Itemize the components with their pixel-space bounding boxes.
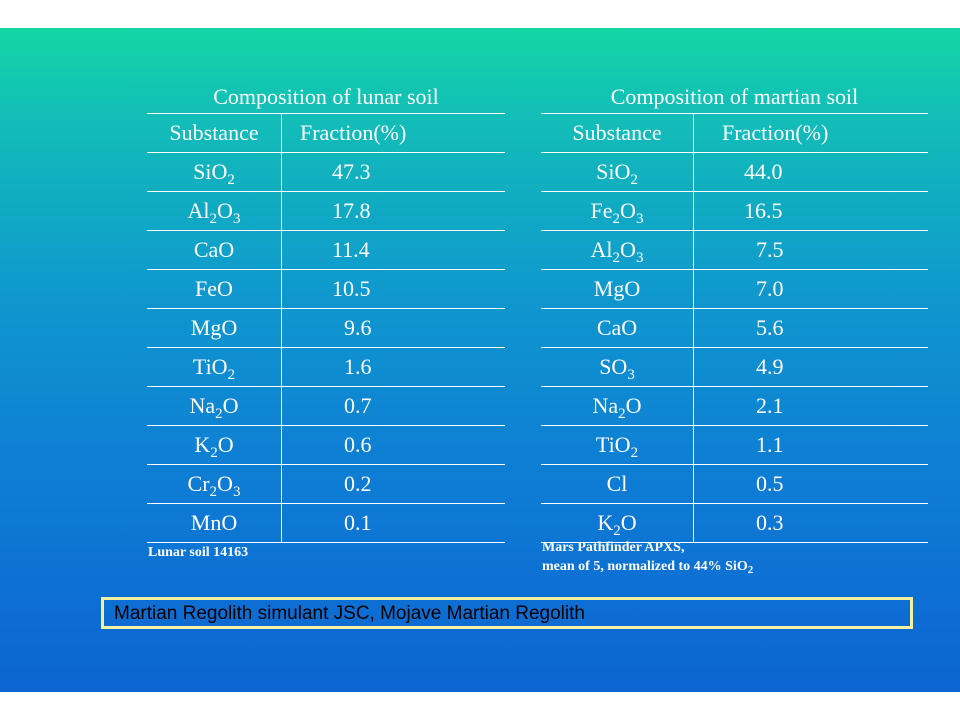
fraction-cell: 17.8	[281, 191, 505, 231]
fraction-cell: 0.6	[281, 425, 505, 465]
martian-table-body: SiO2 44.0 Fe2O3 16.5 Al2O3 7.5 MgO 7.0 CaO 5.6 SO3…	[541, 152, 928, 543]
martian-table-caption: Composition of martian soil	[541, 74, 928, 114]
lunar-table-caption: Composition of lunar soil	[147, 74, 505, 114]
lunar-table-body: SiO2 47.3 Al2O3 17.8 CaO 11.4 FeO 10.5 MgO 9.6 TiO…	[147, 152, 505, 543]
fraction-cell: 0.7	[281, 386, 505, 426]
substance-cell: Cl	[541, 464, 694, 504]
martian-table-row: SO3 4.9	[541, 347, 928, 387]
substance-cell: SiO2	[541, 152, 694, 192]
fraction-cell: 47.3	[281, 152, 505, 192]
lunar-table-row: CaO 11.4	[147, 230, 505, 270]
fraction-cell: 7.5	[693, 230, 928, 270]
substance-cell: TiO2	[541, 425, 694, 465]
fraction-cell: 0.2	[281, 464, 505, 504]
martian-table-row: SiO2 44.0	[541, 152, 928, 192]
fraction-cell: 1.6	[281, 347, 505, 387]
substance-cell: Na2O	[147, 386, 282, 426]
substance-cell: MnO	[147, 503, 282, 543]
substance-cell: Na2O	[541, 386, 694, 426]
regolith-simulant-banner: Martian Regolith simulant JSC, Mojave Ma…	[101, 597, 913, 629]
martian-table-row: CaO 5.6	[541, 308, 928, 348]
substance-cell: Fe2O3	[541, 191, 694, 231]
lunar-table-row: SiO2 47.3	[147, 152, 505, 192]
fraction-cell: 7.0	[693, 269, 928, 309]
martian-table-row: K2O 0.3	[541, 503, 928, 543]
lunar-header-fraction: Fraction(%)	[281, 113, 505, 153]
martian-table-row: TiO2 1.1	[541, 425, 928, 465]
substance-cell: K2O	[147, 425, 282, 465]
martian-header-substance: Substance	[541, 113, 694, 153]
martian-soil-table: Composition of martian soil Substance Fr…	[541, 74, 928, 543]
fraction-cell: 2.1	[693, 386, 928, 426]
substance-cell: Cr2O3	[147, 464, 282, 504]
martian-table-row: Cl 0.5	[541, 464, 928, 504]
fraction-cell: 4.9	[693, 347, 928, 387]
lunar-table-row: Na2O 0.7	[147, 386, 505, 426]
fraction-cell: 1.1	[693, 425, 928, 465]
substance-cell: TiO2	[147, 347, 282, 387]
substance-cell: MgO	[541, 269, 694, 309]
lunar-soil-table: Composition of lunar soil Substance Frac…	[147, 74, 505, 543]
martian-table-row: Na2O 2.1	[541, 386, 928, 426]
martian-table-row: Al2O3 7.5	[541, 230, 928, 270]
lunar-table-row: Al2O3 17.8	[147, 191, 505, 231]
substance-cell: K2O	[541, 503, 694, 543]
lunar-soil-note: Lunar soil 14163	[148, 545, 249, 560]
lunar-table-row: MgO 9.6	[147, 308, 505, 348]
fraction-cell: 0.3	[693, 503, 928, 543]
lunar-table-row: MnO 0.1	[147, 503, 505, 543]
martian-table-row: MgO 7.0	[541, 269, 928, 309]
fraction-cell: 9.6	[281, 308, 505, 348]
fraction-cell: 16.5	[693, 191, 928, 231]
fraction-cell: 5.6	[693, 308, 928, 348]
fraction-cell: 44.0	[693, 152, 928, 192]
lunar-table-row: FeO 10.5	[147, 269, 505, 309]
fraction-cell: 0.5	[693, 464, 928, 504]
substance-cell: Al2O3	[147, 191, 282, 231]
fraction-cell: 0.1	[281, 503, 505, 543]
substance-cell: SiO2	[147, 152, 282, 192]
substance-cell: CaO	[541, 308, 694, 348]
substance-cell: Al2O3	[541, 230, 694, 270]
substance-cell: SO3	[541, 347, 694, 387]
substance-cell: CaO	[147, 230, 282, 270]
fraction-cell: 10.5	[281, 269, 505, 309]
lunar-header-substance: Substance	[147, 113, 282, 153]
lunar-table-row: Cr2O3 0.2	[147, 464, 505, 504]
substance-cell: MgO	[147, 308, 282, 348]
martian-table-row: Fe2O3 16.5	[541, 191, 928, 231]
lunar-table-row: K2O 0.6	[147, 425, 505, 465]
lunar-table-row: TiO2 1.6	[147, 347, 505, 387]
martian-note-line1: Mars Pathfinder APXS,	[542, 540, 685, 555]
martian-header-fraction: Fraction(%)	[693, 113, 928, 153]
substance-cell: FeO	[147, 269, 282, 309]
fraction-cell: 11.4	[281, 230, 505, 270]
martian-soil-note: Mars Pathfinder APXS, mean of 5, normali…	[542, 538, 753, 576]
martian-note-line2: mean of 5, normalized to 44% SiO2	[542, 559, 754, 576]
